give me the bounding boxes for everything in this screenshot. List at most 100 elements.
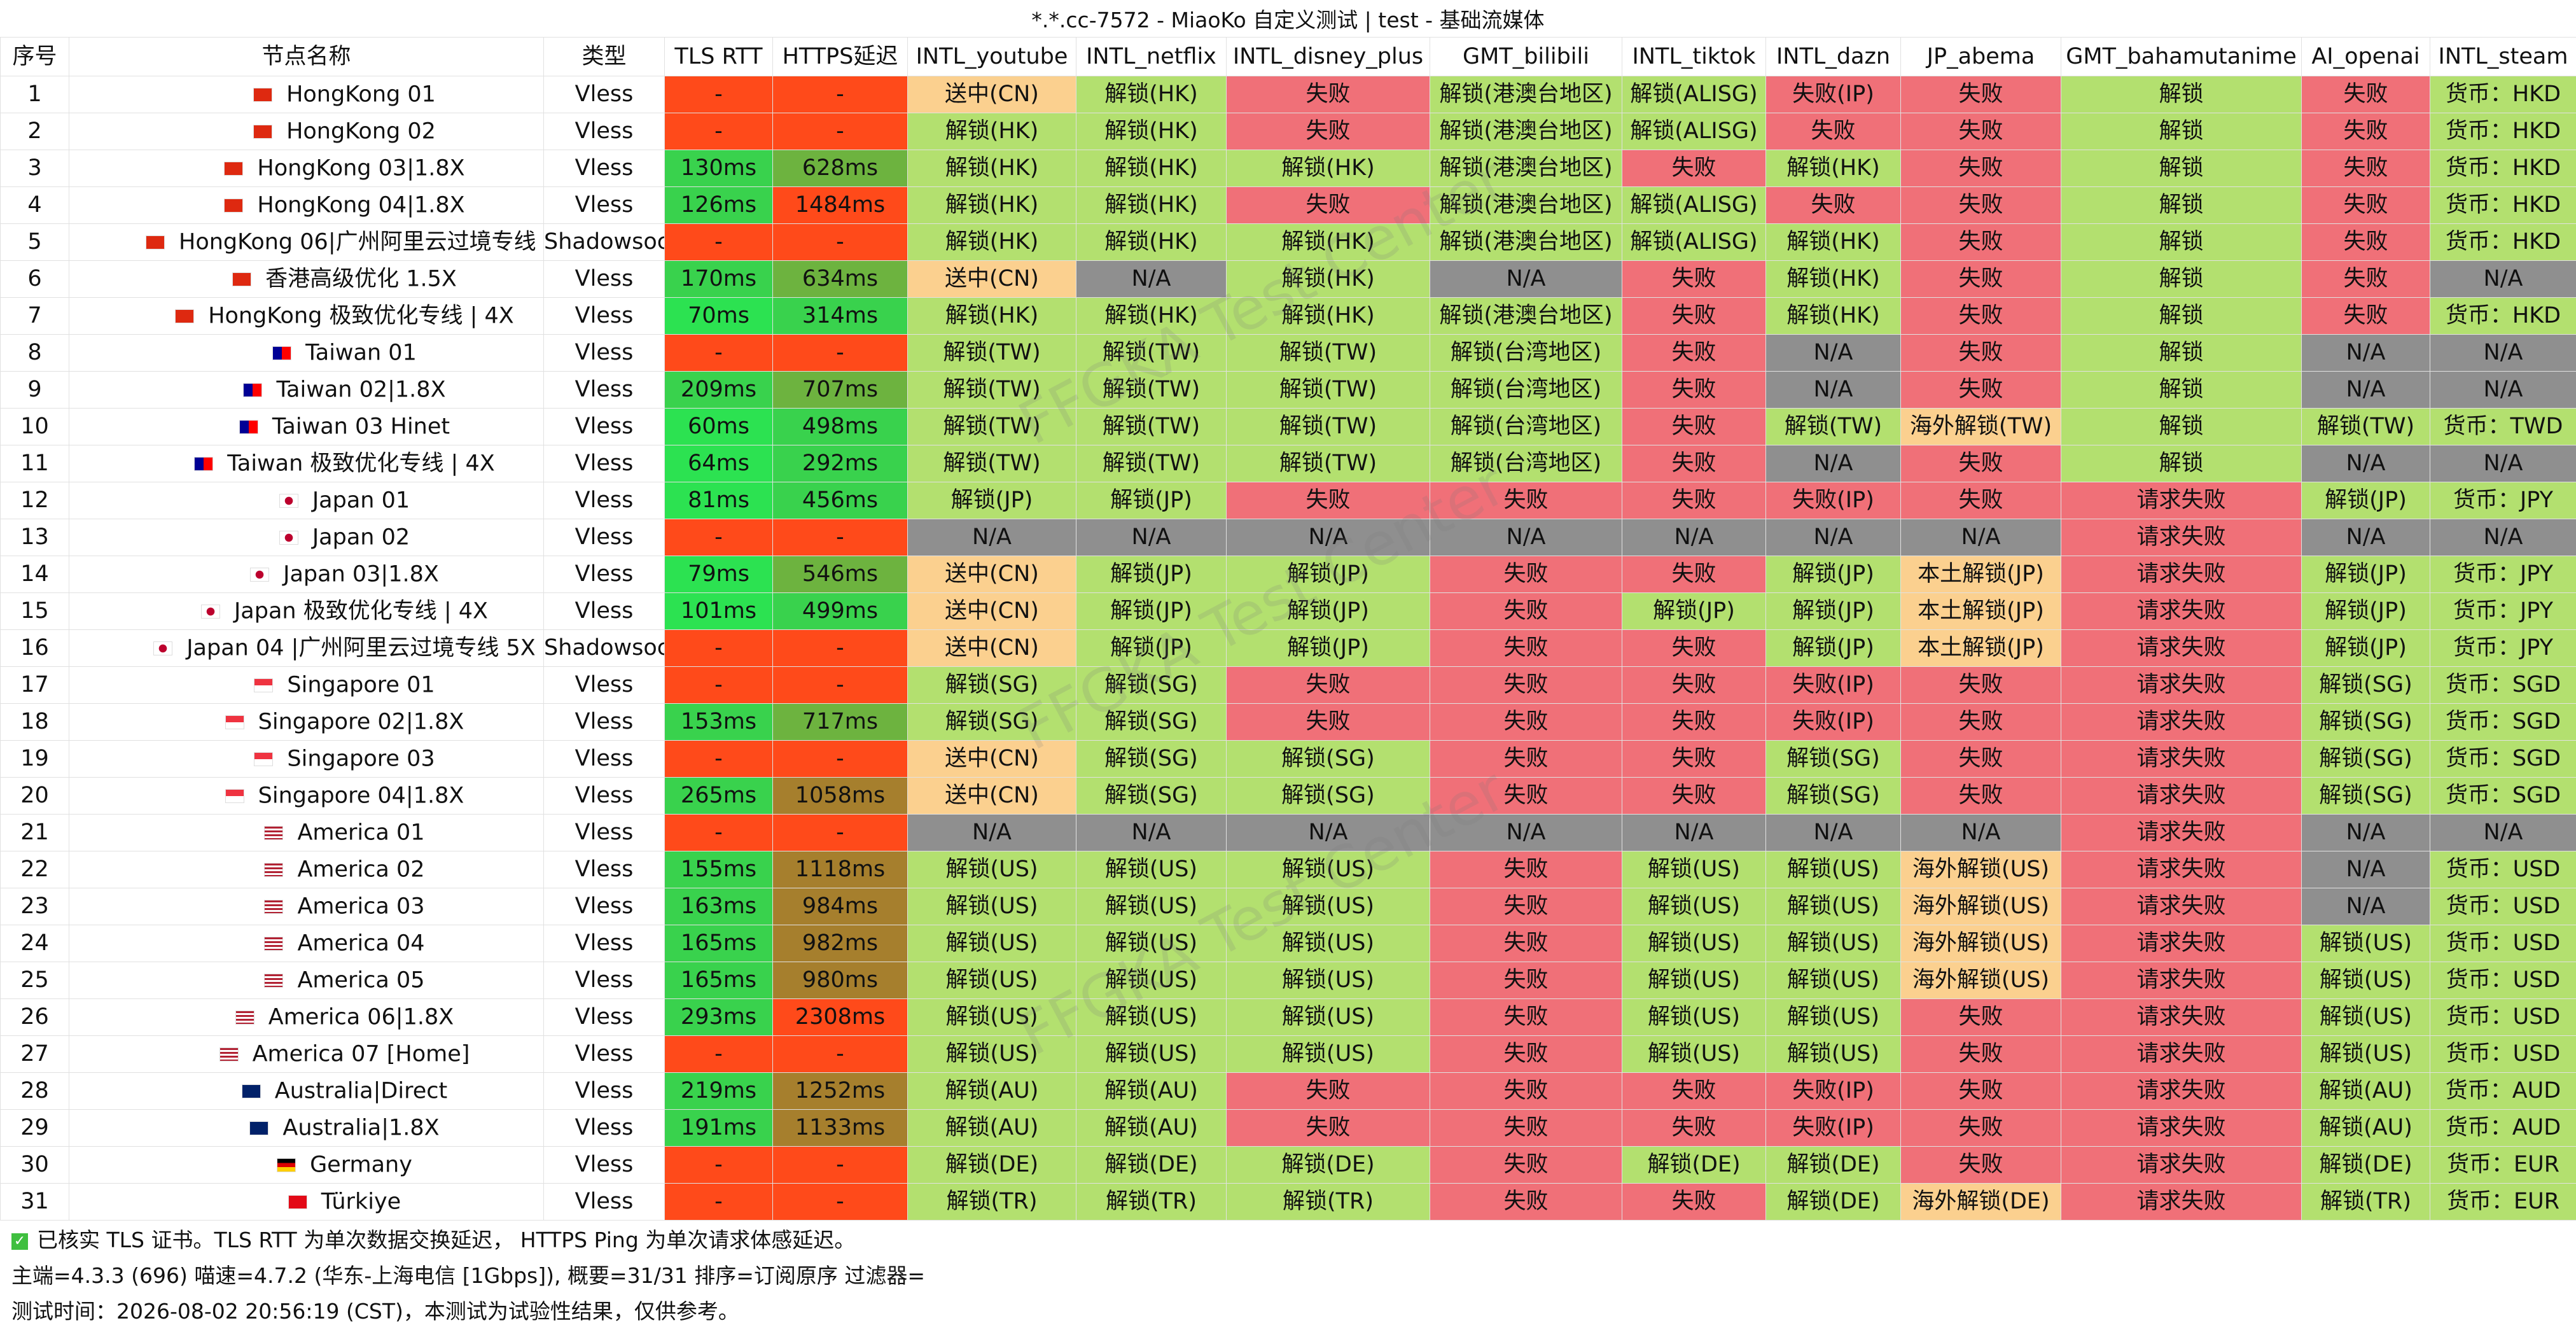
- column-header[interactable]: INTL_tiktok: [1622, 37, 1766, 76]
- tw-flag-icon: [243, 382, 263, 397]
- column-header[interactable]: JP_abema: [1900, 37, 2061, 76]
- table-row[interactable]: 17 Singapore 01 Vless - - 解锁(SG) 解锁(SG) 失败 失败 失败失…: [0, 666, 2576, 704]
- table-row[interactable]: 15 Japan 极致优化专线 | 4X Vless 101ms 499ms 送中(CN)…: [0, 592, 2576, 630]
- status-cell-dazn: 解锁(US): [1765, 925, 1901, 962]
- tls-rtt-cell: -: [664, 334, 773, 372]
- status-cell-tt: 解锁(JP): [1622, 592, 1766, 630]
- node-name: HongKong 01: [286, 81, 436, 108]
- status-cell-tt: 解锁(ALISG): [1622, 186, 1766, 224]
- table-row[interactable]: 6 香港高级优化 1.5X Vless 170ms 634ms 送中(CN) N/A 解锁(H…: [0, 260, 2576, 298]
- status-cell-dazn: 解锁(JP): [1765, 556, 1901, 593]
- node-name-cell: Türkiye: [69, 1183, 544, 1221]
- table-row[interactable]: 23 America 03 Vless 163ms 984ms 解锁(US) 解锁(US) 解…: [0, 888, 2576, 925]
- status-cell-ai: 失败: [2301, 186, 2430, 224]
- table-row[interactable]: 9 Taiwan 02|1.8X Vless 209ms 707ms 解锁(TW) 解锁(T…: [0, 371, 2576, 409]
- column-header[interactable]: INTL_disney_plus: [1226, 37, 1430, 76]
- status-cell-ai: 解锁(SG): [2301, 666, 2430, 704]
- column-header[interactable]: TLS RTT: [664, 37, 773, 76]
- column-header[interactable]: GMT_bilibili: [1430, 37, 1622, 76]
- status-cell-dazn: 解锁(TW): [1765, 408, 1901, 445]
- row-index-cell: 12: [0, 482, 69, 519]
- au-flag-icon: [249, 1121, 269, 1135]
- status-cell-tt: 失败: [1622, 556, 1766, 593]
- table-row[interactable]: 1 HongKong 01 Vless - - 送中(CN) 解锁(HK) 失败 解锁(港澳台地…: [0, 76, 2576, 113]
- node-type-cell: Vless: [543, 445, 665, 482]
- https-latency-cell: -: [772, 740, 908, 778]
- column-header[interactable]: INTL_youtube: [907, 37, 1076, 76]
- table-row[interactable]: 27 America 07 [Home] Vless - - 解锁(US) 解锁(US) 解锁…: [0, 1035, 2576, 1073]
- table-row[interactable]: 24 America 04 Vless 165ms 982ms 解锁(US) 解锁(US) 解…: [0, 925, 2576, 962]
- status-cell-bili: N/A: [1430, 260, 1622, 298]
- column-header[interactable]: HTTPS延迟: [772, 37, 908, 76]
- column-header[interactable]: 序号: [0, 37, 69, 76]
- table-row[interactable]: 20 Singapore 04|1.8X Vless 265ms 1058ms 送中(CN…: [0, 777, 2576, 815]
- status-cell-yt: 解锁(US): [907, 1035, 1076, 1073]
- table-row[interactable]: 14 Japan 03|1.8X Vless 79ms 546ms 送中(CN) 解锁(JP…: [0, 556, 2576, 593]
- table-row[interactable]: 4 HongKong 04|1.8X Vless 126ms 1484ms 解锁(HK) 解…: [0, 186, 2576, 224]
- footer-note: ✓ 已核实 TLS 证书。TLS RTT 为单次数据交换延迟， HTTPS Pin…: [11, 1223, 855, 1254]
- table-row[interactable]: 31 Türkiye Vless - - 解锁(TR) 解锁(TR) 解锁(TR) 失败 失败 解锁…: [0, 1183, 2576, 1221]
- https-latency-cell: 499ms: [772, 592, 908, 630]
- status-cell-ai: 解锁(SG): [2301, 777, 2430, 815]
- https-latency-cell: -: [772, 223, 908, 261]
- status-cell-ai: 解锁(TR): [2301, 1183, 2430, 1221]
- table-row[interactable]: 25 America 05 Vless 165ms 980ms 解锁(US) 解锁(US) 解…: [0, 962, 2576, 999]
- status-cell-bili: 失败: [1430, 1072, 1622, 1110]
- node-name-cell: Taiwan 01: [69, 334, 544, 372]
- table-row[interactable]: 3 HongKong 03|1.8X Vless 130ms 628ms 解锁(HK) 解锁…: [0, 150, 2576, 187]
- column-header[interactable]: INTL_netflix: [1076, 37, 1227, 76]
- table-row[interactable]: 21 America 01 Vless - - N/A N/A N/A N/A N/A N/A N/A…: [0, 814, 2576, 851]
- table-row[interactable]: 12 Japan 01 Vless 81ms 456ms 解锁(JP) 解锁(JP) 失败 失败…: [0, 482, 2576, 519]
- node-name: Australia|1.8X: [282, 1115, 440, 1141]
- table-row[interactable]: 7 HongKong 极致优化专线 | 4X Vless 70ms 314ms 解锁(HK…: [0, 297, 2576, 335]
- column-header[interactable]: 节点名称: [69, 37, 544, 76]
- column-header[interactable]: GMT_bahamutanime: [2061, 37, 2302, 76]
- status-cell-ai: 解锁(AU): [2301, 1072, 2430, 1110]
- status-cell-steam: 货币：JPY: [2430, 592, 2576, 630]
- column-header[interactable]: INTL_dazn: [1765, 37, 1901, 76]
- status-cell-dazn: 解锁(SG): [1765, 777, 1901, 815]
- table-row[interactable]: 29 Australia|1.8X Vless 191ms 1133ms 解锁(AU) 解锁…: [0, 1109, 2576, 1147]
- status-cell-tt: 失败: [1622, 777, 1766, 815]
- status-cell-tt: 失败: [1622, 371, 1766, 409]
- node-name: America 07 [Home]: [252, 1041, 470, 1067]
- us-flag-icon: [264, 825, 284, 840]
- status-cell-dp: 解锁(DE): [1226, 1146, 1430, 1184]
- table-row[interactable]: 22 America 02 Vless 155ms 1118ms 解锁(US) 解锁(US)…: [0, 851, 2576, 888]
- table-row[interactable]: 13 Japan 02 Vless - - N/A N/A N/A N/A N/A N/A N/A 请求…: [0, 519, 2576, 556]
- node-name: America 06|1.8X: [268, 1004, 454, 1030]
- status-cell-tt: 失败: [1622, 703, 1766, 741]
- table-row[interactable]: 18 Singapore 02|1.8X Vless 153ms 717ms 解锁(SG)…: [0, 703, 2576, 741]
- table-row[interactable]: 28 Australia|Direct Vless 219ms 1252ms 解锁(AU)…: [0, 1072, 2576, 1110]
- status-cell-abema: 失败: [1900, 482, 2061, 519]
- https-latency-cell: 628ms: [772, 150, 908, 187]
- https-latency-cell: 717ms: [772, 703, 908, 741]
- status-cell-baha: 请求失败: [2061, 740, 2302, 778]
- status-cell-abema: 失败: [1900, 186, 2061, 224]
- status-cell-yt: 解锁(TW): [907, 408, 1076, 445]
- status-cell-nf: 解锁(JP): [1076, 556, 1227, 593]
- status-cell-dp: 失败: [1226, 703, 1430, 741]
- table-row[interactable]: 2 HongKong 02 Vless - - 解锁(HK) 解锁(HK) 失败 解锁(港澳台地…: [0, 113, 2576, 150]
- tls-rtt-cell: -: [664, 113, 773, 150]
- status-cell-tt: 解锁(US): [1622, 888, 1766, 925]
- node-name: Türkiye: [321, 1189, 401, 1215]
- column-header[interactable]: 类型: [543, 37, 665, 76]
- status-cell-baha: 解锁: [2061, 371, 2302, 409]
- table-row[interactable]: 8 Taiwan 01 Vless - - 解锁(TW) 解锁(TW) 解锁(TW) 解锁(台湾…: [0, 334, 2576, 372]
- table-row[interactable]: 26 America 06|1.8X Vless 293ms 2308ms 解锁(US) 解…: [0, 998, 2576, 1036]
- column-header[interactable]: INTL_steam: [2430, 37, 2576, 76]
- table-row[interactable]: 30 Germany Vless - - 解锁(DE) 解锁(DE) 解锁(DE) 失败 解锁(D…: [0, 1146, 2576, 1184]
- status-cell-ai: N/A: [2301, 888, 2430, 925]
- column-header[interactable]: AI_openai: [2301, 37, 2430, 76]
- de-flag-icon: [277, 1158, 296, 1172]
- https-latency-cell: -: [772, 76, 908, 113]
- node-name-cell: Japan 极致优化专线 | 4X: [69, 592, 544, 630]
- status-cell-ai: 解锁(JP): [2301, 592, 2430, 630]
- table-row[interactable]: 10 Taiwan 03 Hinet Vless 60ms 498ms 解锁(TW) 解锁(…: [0, 408, 2576, 445]
- table-row[interactable]: 19 Singapore 03 Vless - - 送中(CN) 解锁(SG) 解锁(SG) 失…: [0, 740, 2576, 778]
- table-row[interactable]: 11 Taiwan 极致优化专线 | 4X Vless 64ms 292ms 解锁(TW)…: [0, 445, 2576, 482]
